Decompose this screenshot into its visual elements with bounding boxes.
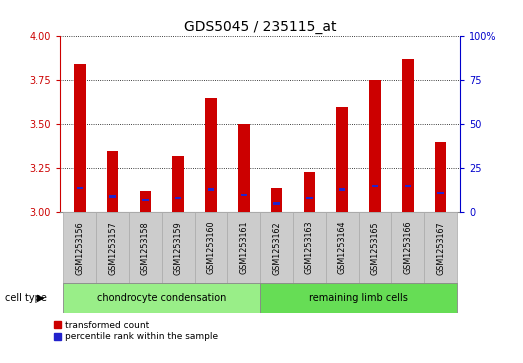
Bar	[424, 212, 457, 283]
Text: GSM1253163: GSM1253163	[305, 221, 314, 274]
Bar	[271, 188, 282, 212]
Bar	[173, 156, 184, 212]
Bar	[339, 188, 345, 191]
Bar	[402, 59, 414, 212]
Bar	[175, 197, 181, 199]
Bar	[129, 212, 162, 283]
Bar	[369, 80, 381, 212]
Bar	[109, 195, 116, 198]
Bar	[293, 212, 326, 283]
Bar	[107, 151, 118, 212]
Bar	[74, 65, 86, 212]
Text: chondrocyte condensation: chondrocyte condensation	[97, 293, 226, 303]
Bar	[140, 191, 151, 212]
Text: GSM1253166: GSM1253166	[403, 221, 412, 274]
Bar	[274, 203, 280, 205]
Bar	[77, 187, 83, 189]
Text: GSM1253165: GSM1253165	[370, 221, 380, 274]
Text: GSM1253157: GSM1253157	[108, 221, 117, 275]
Bar	[208, 188, 214, 191]
Bar	[391, 212, 424, 283]
Legend: transformed count, percentile rank within the sample: transformed count, percentile rank withi…	[54, 321, 218, 341]
Bar	[63, 283, 260, 313]
Bar	[260, 283, 457, 313]
Bar	[336, 107, 348, 212]
Bar	[260, 212, 293, 283]
Bar	[405, 185, 411, 187]
Text: GSM1253159: GSM1253159	[174, 221, 183, 275]
Text: remaining limb cells: remaining limb cells	[309, 293, 408, 303]
Bar	[326, 212, 359, 283]
Bar	[63, 212, 96, 283]
Bar	[241, 193, 247, 196]
Bar	[304, 172, 315, 212]
Bar	[96, 212, 129, 283]
Title: GDS5045 / 235115_at: GDS5045 / 235115_at	[184, 20, 336, 34]
Text: GSM1253164: GSM1253164	[338, 221, 347, 274]
Bar	[359, 212, 391, 283]
Text: GSM1253160: GSM1253160	[207, 221, 215, 274]
Text: GSM1253162: GSM1253162	[272, 221, 281, 274]
Text: cell type: cell type	[5, 293, 47, 303]
Bar	[228, 212, 260, 283]
Bar	[205, 98, 217, 212]
Bar	[195, 212, 228, 283]
Text: ▶: ▶	[37, 293, 44, 303]
Bar	[306, 197, 313, 199]
Text: GSM1253167: GSM1253167	[436, 221, 445, 274]
Bar	[435, 142, 446, 212]
Text: GSM1253156: GSM1253156	[75, 221, 84, 274]
Text: GSM1253161: GSM1253161	[240, 221, 248, 274]
Bar	[238, 124, 249, 212]
Text: GSM1253158: GSM1253158	[141, 221, 150, 274]
Bar	[162, 212, 195, 283]
Bar	[142, 199, 149, 201]
Bar	[437, 192, 444, 194]
Bar	[372, 185, 378, 187]
